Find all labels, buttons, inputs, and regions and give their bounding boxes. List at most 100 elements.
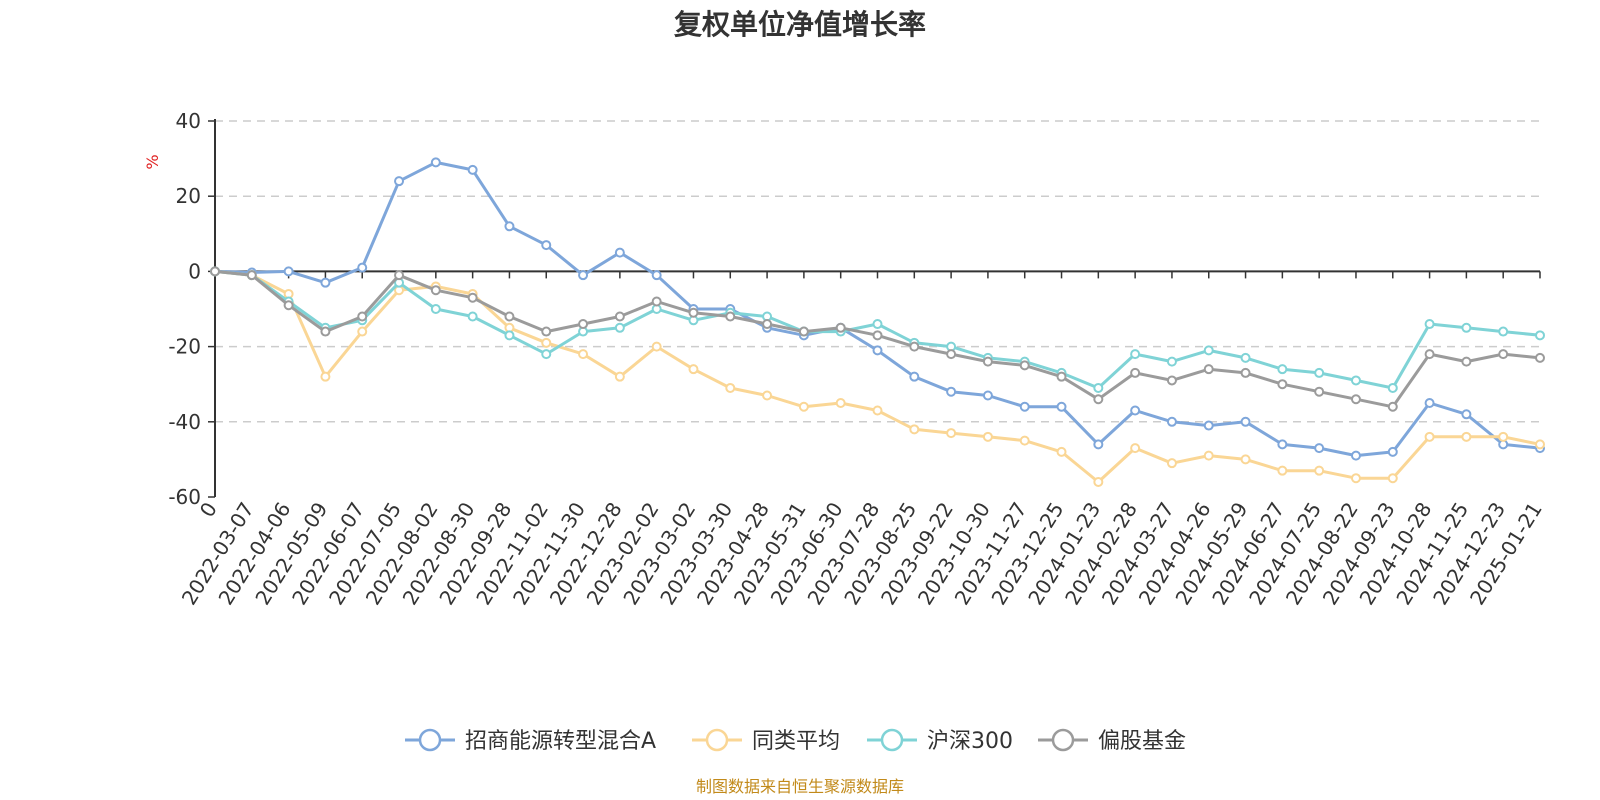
data-point[interactable] [762, 390, 773, 401]
data-point[interactable] [246, 270, 257, 281]
data-point[interactable] [725, 382, 736, 393]
data-point[interactable] [1056, 446, 1067, 457]
data-point[interactable] [1350, 375, 1361, 386]
data-point[interactable] [688, 307, 699, 318]
data-point[interactable] [946, 428, 957, 439]
data-point[interactable] [1240, 352, 1251, 363]
data-point[interactable] [357, 311, 368, 322]
data-point[interactable] [394, 270, 405, 281]
data-point[interactable] [1203, 364, 1214, 375]
data-point[interactable] [982, 356, 993, 367]
data-point[interactable] [1240, 454, 1251, 465]
data-point[interactable] [1166, 375, 1177, 386]
data-point[interactable] [320, 371, 331, 382]
legend-item[interactable]: 招商能源转型混合A [405, 728, 656, 754]
data-point[interactable] [872, 405, 883, 416]
data-point[interactable] [210, 266, 220, 277]
data-point[interactable] [541, 349, 552, 360]
data-point[interactable] [430, 304, 441, 314]
data-point[interactable] [798, 326, 809, 337]
data-point[interactable] [1130, 349, 1141, 360]
data-point[interactable] [872, 330, 883, 341]
data-point[interactable] [1056, 401, 1067, 412]
data-point[interactable] [1387, 473, 1398, 484]
data-point[interactable] [1461, 409, 1472, 420]
data-point[interactable] [1019, 401, 1030, 412]
data-point[interactable] [1130, 443, 1141, 454]
data-point[interactable] [1093, 382, 1104, 393]
legend[interactable]: 招商能源转型混合A 同类平均 沪深300 偏股基金 [405, 728, 1186, 754]
data-point[interactable] [504, 221, 515, 232]
data-point[interactable] [982, 431, 993, 442]
data-point[interactable] [1424, 349, 1435, 360]
data-point[interactable] [1314, 443, 1325, 454]
data-point[interactable] [504, 330, 515, 341]
data-point[interactable] [946, 349, 957, 360]
data-point[interactable] [320, 326, 331, 337]
data-point[interactable] [578, 319, 589, 330]
data-point[interactable] [1130, 367, 1141, 378]
data-point[interactable] [1461, 322, 1472, 333]
data-point[interactable] [394, 176, 405, 187]
data-point[interactable] [1019, 360, 1030, 371]
data-point[interactable] [909, 341, 920, 352]
data-point[interactable] [1093, 476, 1104, 487]
data-point[interactable] [1461, 356, 1472, 367]
data-point[interactable] [1166, 356, 1177, 367]
data-point[interactable] [1056, 371, 1067, 382]
data-point[interactable] [578, 270, 589, 281]
data-point[interactable] [651, 341, 662, 352]
data-point[interactable] [1350, 394, 1361, 405]
data-point[interactable] [651, 270, 662, 281]
data-point[interactable] [1498, 326, 1509, 337]
data-point[interactable] [504, 311, 515, 322]
data-point[interactable] [357, 326, 368, 337]
data-point[interactable] [614, 311, 625, 322]
data-point[interactable] [1277, 439, 1288, 450]
data-point[interactable] [1424, 398, 1435, 408]
data-point[interactable] [982, 390, 993, 401]
data-point[interactable] [1203, 420, 1214, 431]
data-point[interactable] [283, 266, 294, 277]
data-point[interactable] [872, 319, 883, 330]
data-point[interactable] [909, 424, 920, 435]
data-point[interactable] [1203, 345, 1214, 356]
data-point[interactable] [1203, 450, 1214, 461]
data-point[interactable] [1277, 364, 1288, 375]
data-point[interactable] [1166, 458, 1177, 469]
data-point[interactable] [1387, 401, 1398, 412]
data-point[interactable] [1314, 386, 1325, 397]
data-point[interactable] [1498, 431, 1509, 442]
data-point[interactable] [1424, 431, 1435, 442]
data-point[interactable] [1387, 382, 1398, 393]
data-point[interactable] [430, 285, 441, 296]
data-point[interactable] [578, 349, 589, 360]
data-point[interactable] [467, 292, 478, 303]
data-point[interactable] [688, 364, 699, 375]
data-point[interactable] [1498, 349, 1509, 360]
data-point[interactable] [1277, 379, 1288, 390]
data-point[interactable] [872, 345, 883, 356]
legend-item[interactable]: 偏股基金 [1038, 728, 1186, 754]
data-point[interactable] [1314, 367, 1325, 378]
legend-item[interactable]: 沪深300 [867, 728, 1013, 754]
data-point[interactable] [1130, 405, 1141, 416]
data-point[interactable] [357, 262, 368, 273]
data-point[interactable] [1535, 330, 1545, 341]
data-point[interactable] [320, 277, 331, 288]
data-point[interactable] [614, 371, 625, 382]
data-point[interactable] [725, 311, 736, 322]
data-point[interactable] [1019, 435, 1030, 446]
data-point[interactable] [1093, 394, 1104, 405]
data-point[interactable] [614, 247, 625, 258]
data-point[interactable] [541, 326, 552, 337]
legend-item[interactable]: 同类平均 [692, 728, 840, 754]
data-point[interactable] [467, 311, 478, 322]
data-point[interactable] [1093, 439, 1104, 450]
data-point[interactable] [541, 240, 552, 251]
data-point[interactable] [1535, 352, 1545, 363]
data-point[interactable] [1314, 465, 1325, 476]
data-point[interactable] [1535, 439, 1545, 450]
data-point[interactable] [946, 386, 957, 397]
data-point[interactable] [1240, 367, 1251, 378]
